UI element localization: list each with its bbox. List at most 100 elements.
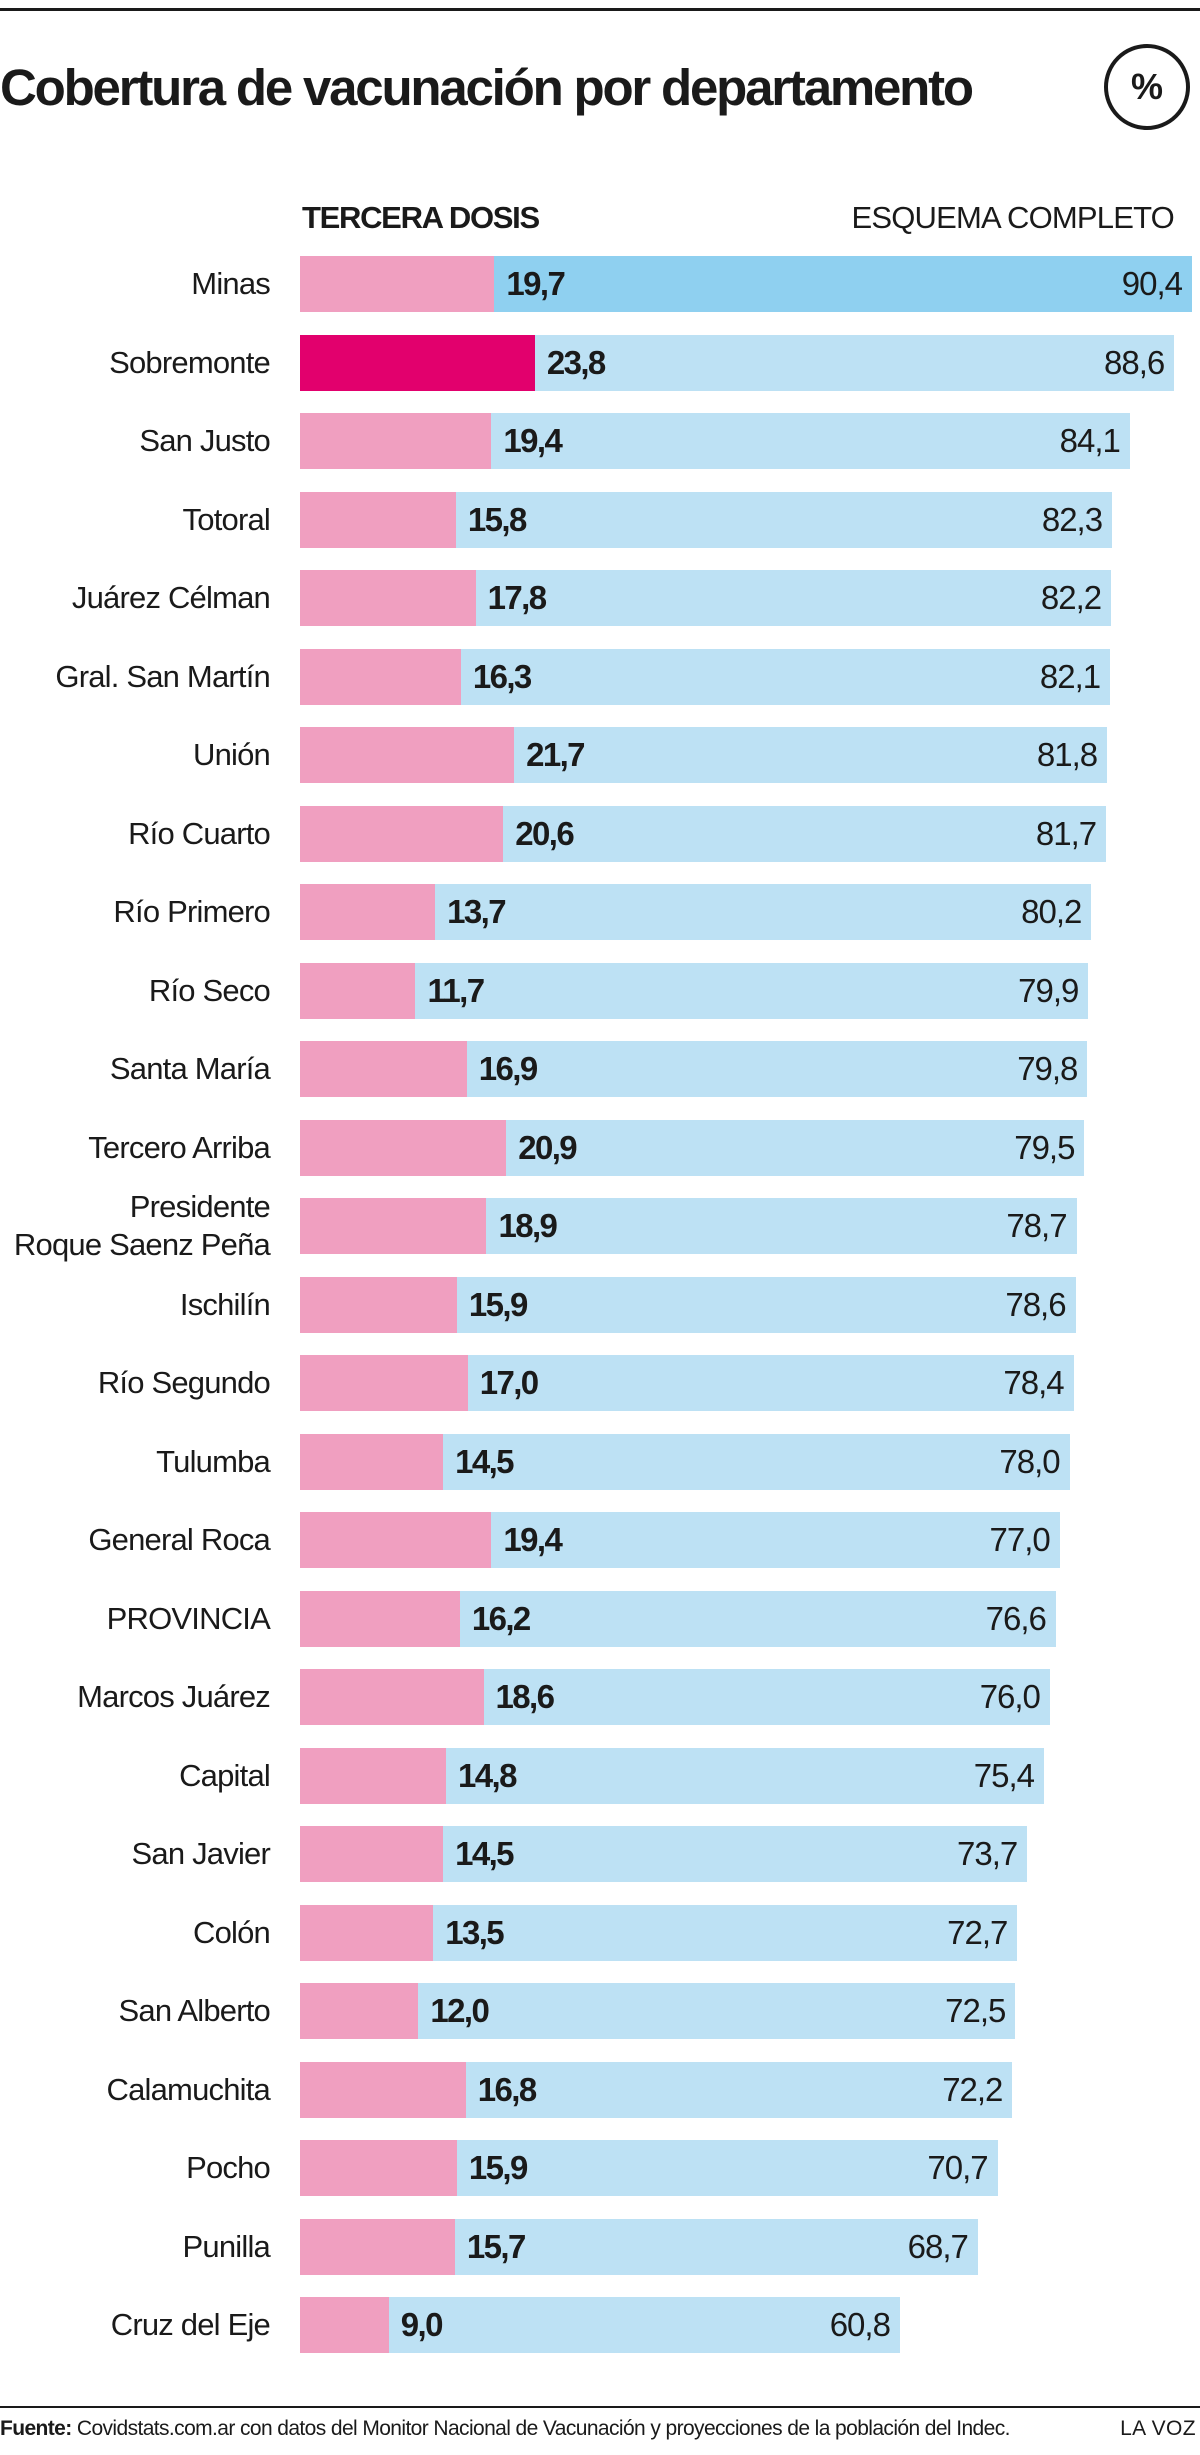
bar-tercera-dosis [300,1983,419,2039]
chart-row: Presidente Roque Saenz Peña 18,9 78,7 [0,1189,1200,1262]
category-label: Gral. San Martín [55,658,270,694]
bar-tercera-dosis [300,1355,468,1411]
chart-row: Río Seco 11,7 79,9 [0,962,1200,1019]
chart-row: Tulumba 14,5 78,0 [0,1433,1200,1490]
value-label-esquema-completo: 78,6 [1005,1285,1066,1323]
value-label-esquema-completo: 90,4 [1121,265,1183,302]
chart-row: Marcos Juárez 18,6 76,0 [0,1669,1200,1725]
bar-tercera-dosis [300,2218,455,2275]
value-label-tercera-dosis: 14,5 [455,1442,514,1480]
bar-tercera-dosis [300,2297,389,2353]
value-label-tercera-dosis: 9,0 [400,2306,444,2343]
value-label-esquema-completo: 88,6 [1104,343,1165,381]
chart-row: Unión 21,7 81,8 [0,727,1200,783]
value-label-tercera-dosis: 15,7 [466,2227,526,2265]
category-label: Cruz del Eje [110,2307,271,2342]
category-label: Presidente Roque Saenz Peña [14,1189,271,1262]
value-label-esquema-completo: 79,5 [1014,1128,1075,1166]
bar-esquema-completo [300,2297,900,2353]
category-label: San Javier [131,1836,271,1871]
category-label: Totoral [182,501,271,537]
category-label: San Justo [139,423,270,458]
value-label-esquema-completo: 81,7 [1035,814,1097,852]
value-label-esquema-completo: 78,7 [1006,1207,1067,1244]
chart-row: Santa María 16,9 79,8 [0,1041,1200,1097]
brand-credit: LA VOZ [1120,2417,1196,2440]
bar-tercera-dosis [300,1747,447,1804]
bar-tercera-dosis [300,2140,457,2196]
value-label-tercera-dosis: 19,4 [503,1521,562,1558]
category-label: Unión [193,737,271,772]
value-label-tercera-dosis: 14,8 [458,1756,517,1794]
bar-esquema-completo [300,962,1089,1019]
chart-row: Tercero Arriba 20,9 79,5 [0,1119,1200,1176]
value-label-tercera-dosis: 13,5 [445,1913,504,1951]
bar-esquema-completo [300,1983,1016,2039]
category-label: Río Segundo [97,1365,271,1400]
top-rule [0,8,1200,11]
value-label-esquema-completo: 79,8 [1017,1050,1078,1087]
chart-row: San Alberto 12,0 72,5 [0,1983,1200,2039]
value-label-esquema-completo: 82,3 [1041,500,1103,538]
source-label: Fuente: [0,2417,72,2440]
category-label: Río Seco [148,972,271,1008]
value-label-tercera-dosis: 19,4 [503,422,562,459]
bar-tercera-dosis [300,962,416,1019]
value-label-esquema-completo: 77,0 [989,1521,1051,1558]
value-label-esquema-completo: 75,4 [973,1756,1035,1794]
category-label: Río Primero [113,894,270,929]
bar-tercera-dosis [300,570,476,626]
category-label: Capital [179,1757,271,1793]
chart-row: San Javier 14,5 73,7 [0,1826,1200,1882]
category-label: Santa María [109,1051,271,1086]
value-label-esquema-completo: 60,8 [829,2306,891,2343]
value-label-esquema-completo: 82,1 [1039,657,1101,695]
value-label-esquema-completo: 73,7 [956,1835,1018,1872]
value-label-tercera-dosis: 16,3 [472,657,532,695]
value-label-tercera-dosis: 20,9 [518,1128,577,1166]
chart-row: San Justo 19,4 84,1 [0,413,1200,469]
category-label: Juárez Célman [71,580,271,615]
value-label-tercera-dosis: 16,8 [477,2070,537,2108]
source-note: Fuente: Covidstats.com.ar con datos del … [0,2417,1010,2441]
series-header-esquema-completo: ESQUEMA COMPLETO [851,200,1174,235]
value-label-esquema-completo: 76,0 [979,1678,1041,1715]
value-label-esquema-completo: 72,2 [942,2070,1003,2108]
source-text: Covidstats.com.ar con datos del Monitor … [76,2417,1011,2440]
value-label-tercera-dosis: 20,6 [515,814,574,852]
value-label-esquema-completo: 84,1 [1059,422,1121,459]
value-label-esquema-completo: 78,4 [1003,1364,1064,1401]
bar-tercera-dosis [300,413,492,469]
category-label: Marcos Juárez [77,1679,271,1714]
value-label-tercera-dosis: 21,7 [526,736,585,773]
value-label-tercera-dosis: 12,0 [430,1992,489,2029]
chart-row: PROVINCIA 16,2 76,6 [0,1590,1200,1647]
category-label: Minas [191,266,271,301]
chart-row: Río Primero 13,7 80,2 [0,884,1200,940]
value-label-tercera-dosis: 15,9 [468,1285,528,1323]
value-label-esquema-completo: 79,9 [1018,971,1079,1009]
bar-tercera-dosis [300,1041,467,1097]
value-label-tercera-dosis: 15,8 [467,500,527,538]
value-label-esquema-completo: 68,7 [907,2227,969,2265]
chart-row: Gral. San Martín 16,3 82,1 [0,648,1200,705]
category-label: PROVINCIA [106,1600,271,1636]
bar-tercera-dosis [300,1512,492,1568]
chart-row: Sobremonte 23,8 88,6 [0,334,1200,391]
value-label-tercera-dosis: 16,9 [478,1050,538,1087]
value-label-tercera-dosis: 11,7 [427,971,485,1009]
bar-tercera-dosis [300,491,456,548]
category-label: Punilla [182,2228,271,2264]
value-label-esquema-completo: 82,2 [1040,579,1102,616]
bar-tercera-dosis [300,884,436,940]
chart-row: Juárez Célman 17,8 82,2 [0,570,1200,626]
category-label: Sobremonte [109,344,271,380]
category-label: Colón [193,1914,271,1950]
chart-row: Cruz del Eje 9,0 60,8 [0,2297,1200,2353]
category-label: Río Cuarto [128,815,271,851]
value-label-tercera-dosis: 13,7 [447,893,506,930]
category-label: General Roca [88,1522,270,1557]
chart-row: Colón 13,5 72,7 [0,1904,1200,1961]
value-label-tercera-dosis: 17,0 [479,1364,539,1401]
value-label-tercera-dosis: 14,5 [455,1835,514,1872]
